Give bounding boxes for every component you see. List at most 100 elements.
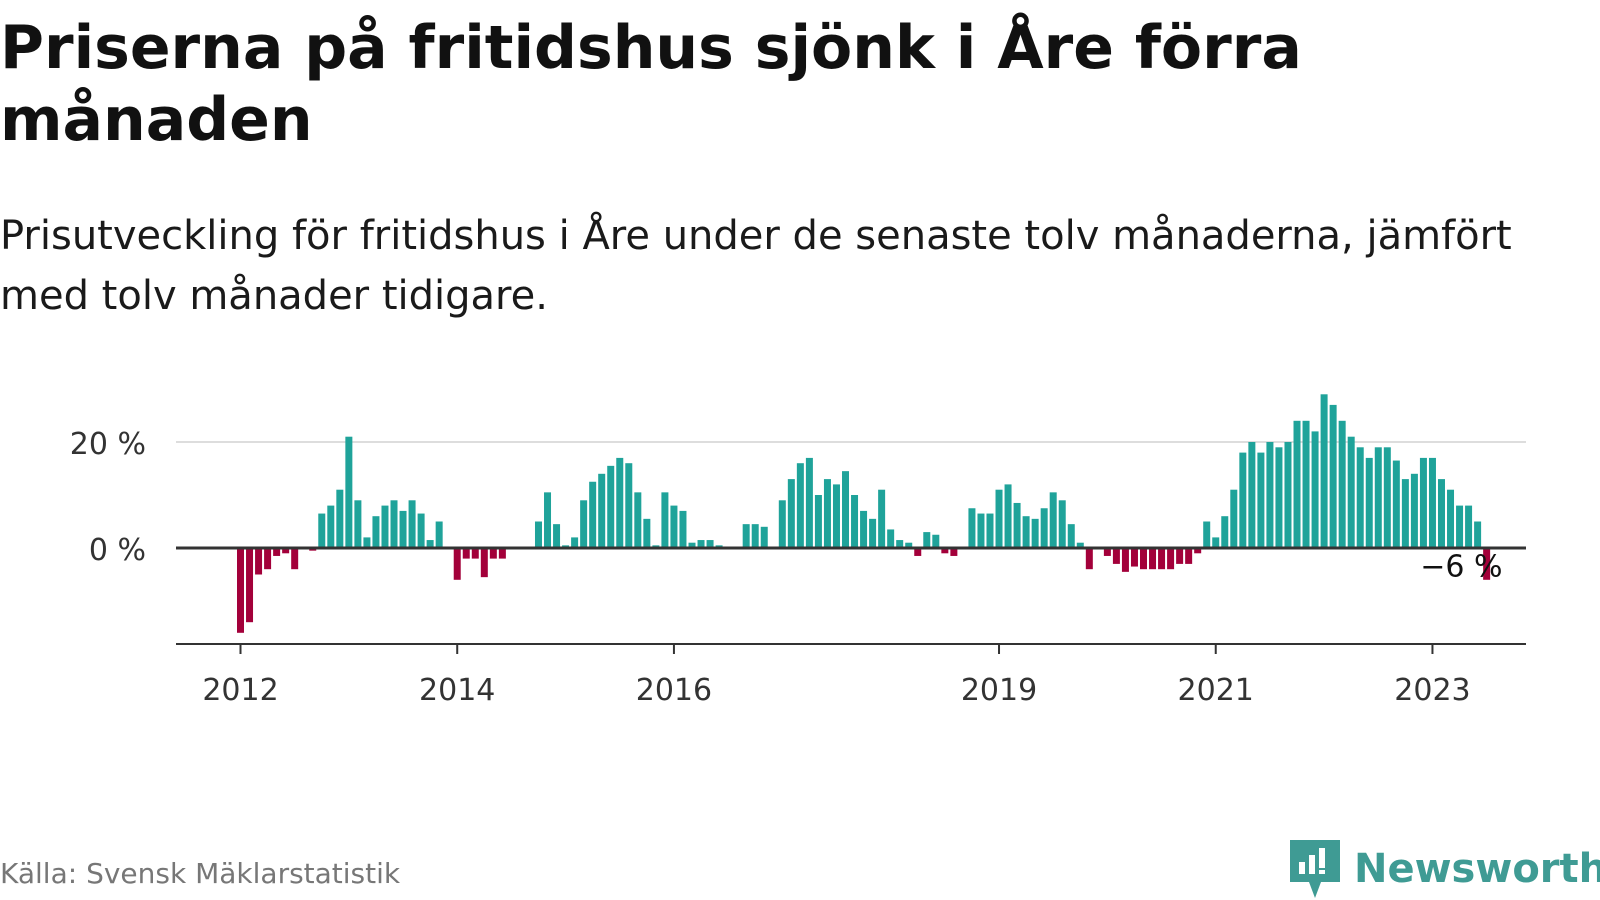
bar (580, 500, 588, 548)
bar (1230, 489, 1238, 548)
bar (607, 465, 615, 548)
bar (1149, 548, 1157, 570)
bar (968, 508, 976, 548)
bar (589, 481, 597, 548)
bar (1474, 521, 1482, 548)
bar (634, 492, 642, 548)
bar (1266, 442, 1274, 548)
bar (932, 534, 940, 548)
bar (832, 484, 840, 548)
bar (1456, 505, 1464, 548)
bar (869, 518, 877, 548)
bar (1465, 505, 1473, 548)
bar (327, 505, 335, 548)
bar (1374, 447, 1382, 548)
bar (823, 479, 831, 548)
bar (1320, 394, 1328, 548)
bar (941, 548, 949, 554)
bar (282, 548, 290, 554)
bar (842, 471, 850, 548)
x-tick-label: 2023 (1394, 673, 1470, 708)
bar (1356, 447, 1364, 548)
bar (887, 529, 895, 548)
bar (616, 457, 624, 548)
bar (264, 548, 272, 570)
bar (1239, 452, 1247, 548)
bar (336, 489, 344, 548)
bar (805, 457, 813, 548)
bar (498, 548, 506, 559)
bar (534, 521, 542, 548)
newsworthy-logo-icon (1290, 840, 1340, 898)
bar (273, 548, 281, 556)
bar (489, 548, 497, 559)
bar (1410, 473, 1418, 548)
bar (751, 524, 759, 548)
bar (390, 500, 398, 548)
x-tick-label: 2021 (1178, 673, 1254, 708)
bar (435, 521, 443, 548)
bar (995, 489, 1003, 548)
bar (787, 479, 795, 548)
bar (923, 532, 931, 548)
bar (1383, 447, 1391, 548)
bar (1284, 442, 1292, 548)
bar (246, 548, 254, 623)
chart-subtitle: Prisutveckling för fritidshus i Åre unde… (0, 213, 1512, 319)
bar (399, 510, 407, 548)
bar (1347, 436, 1355, 548)
bar (372, 516, 380, 548)
bar (1248, 442, 1256, 548)
bar (1329, 404, 1337, 548)
bar (1067, 524, 1075, 548)
bar (814, 495, 822, 548)
brand-name: Newsworthy (1354, 846, 1600, 892)
bar (318, 513, 326, 548)
bar (1167, 548, 1175, 570)
x-tick-label: 2014 (419, 673, 495, 708)
bar (1049, 492, 1057, 548)
bar (1185, 548, 1193, 564)
bar (1158, 548, 1166, 570)
bar (1212, 537, 1220, 548)
bar (679, 510, 687, 548)
bar (1293, 420, 1301, 548)
bar (1392, 460, 1400, 548)
bar (697, 540, 705, 548)
bar (905, 542, 913, 548)
bar (760, 526, 768, 548)
bar (1275, 447, 1283, 548)
bar (381, 505, 389, 548)
bar (851, 495, 859, 548)
last-value-label: −6 % (1420, 550, 1502, 585)
bar (471, 548, 479, 559)
bar (237, 548, 244, 633)
bar (1483, 548, 1491, 580)
newsworthy-logo: Newsworthy (1290, 840, 1600, 898)
bar (1058, 500, 1066, 548)
x-tick-label: 2019 (961, 673, 1037, 708)
bar (354, 500, 362, 548)
bar (417, 513, 425, 548)
bar (1437, 479, 1445, 548)
source-note: Källa: Svensk Mäklarstatistik (0, 857, 401, 890)
bar (462, 548, 470, 559)
bar (896, 540, 904, 548)
bar (1447, 489, 1455, 548)
bar (878, 489, 886, 548)
bar (977, 513, 985, 548)
bar (363, 537, 371, 548)
bar (1031, 518, 1039, 548)
bar (480, 548, 488, 578)
bar (1311, 431, 1319, 548)
bar (1140, 548, 1147, 570)
bar (453, 548, 461, 580)
bar (1428, 457, 1436, 548)
bar (643, 518, 651, 548)
bar (1004, 484, 1012, 548)
bar (625, 463, 633, 548)
bar (1076, 542, 1084, 548)
bar (986, 513, 994, 548)
bar (1203, 521, 1211, 548)
y-tick-label: 0 % (89, 533, 146, 568)
